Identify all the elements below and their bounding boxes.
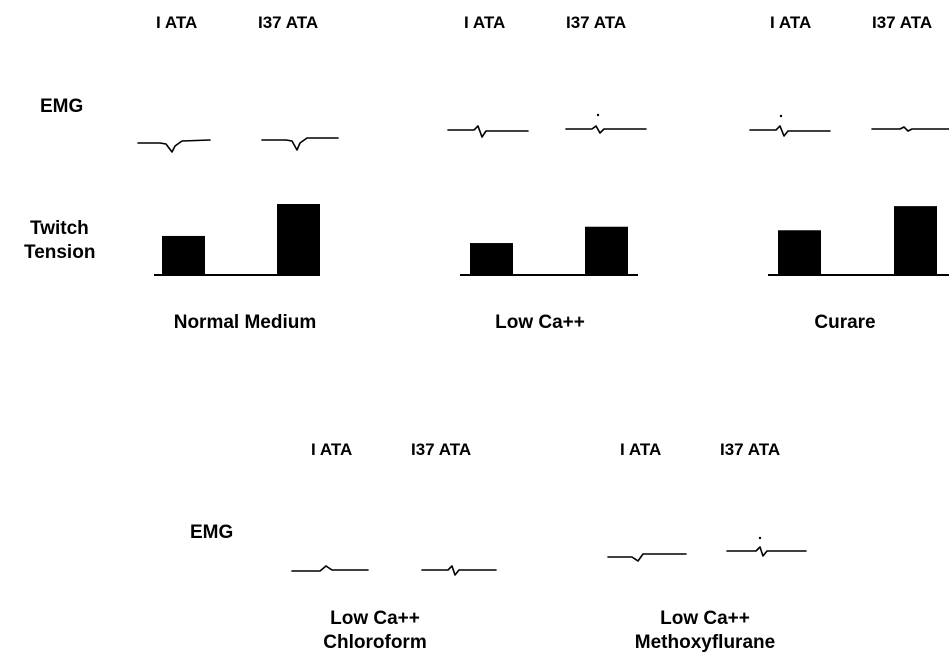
emg-trace-curare-1ata — [749, 125, 831, 137]
methoxy-header-137ata: I37 ATA — [720, 440, 781, 459]
chloroform-header-137ata: I37 ATA — [411, 440, 472, 459]
emg-mark-lowca — [596, 113, 600, 117]
emg-trace-chloroform-137ata — [421, 565, 497, 576]
curare-header-1ata: I ATA — [770, 13, 812, 32]
normal-header-1ata: I ATA — [156, 13, 198, 32]
lowca-condition-label: Low Ca++ — [495, 312, 585, 333]
twitch-row-label-line1: Twitch — [30, 218, 89, 239]
emg-trace-normal-1ata — [137, 139, 211, 153]
methoxy-condition-line1: Low Ca++ — [660, 608, 750, 629]
twitch-bars — [154, 204, 949, 276]
curare-header-137ata: I37 ATA — [872, 13, 933, 32]
emg-mark-curare — [779, 114, 783, 118]
emg-trace-methoxy-137ata — [726, 546, 807, 557]
twitch-bar-lowca-137ata — [585, 226, 628, 275]
twitch-bar-normal-137ata — [277, 204, 320, 275]
twitch-bar-curare-1ata — [778, 230, 821, 275]
methoxy-header-1ata: I ATA — [620, 440, 662, 459]
twitch-row-label-line2: Tension — [24, 242, 96, 263]
curare-condition-label: Curare — [814, 312, 876, 333]
lowca-header-137ata: I37 ATA — [566, 13, 627, 32]
normal-condition-label: Normal Medium — [173, 312, 317, 333]
emg-mark-methoxy — [758, 536, 762, 540]
emg-trace-normal-137ata — [261, 137, 339, 151]
chloroform-condition-line2: Chloroform — [323, 632, 427, 653]
lowca-header-1ata: I ATA — [464, 13, 506, 32]
emg-trace-curare-137ata — [871, 126, 949, 132]
twitch-bar-normal-1ata — [162, 235, 205, 275]
chloroform-header-1ata: I ATA — [311, 440, 353, 459]
normal-header-137ata: I37 ATA — [258, 13, 319, 32]
emg-trace-methoxy-1ata — [607, 553, 687, 562]
emg-trace-chloroform-1ata — [291, 565, 369, 572]
emg-row-label-bottom: EMG — [190, 522, 234, 543]
twitch-bar-curare-137ata — [894, 206, 937, 275]
methoxy-condition-line2: Methoxyflurane — [634, 632, 776, 653]
emg-trace-lowca-1ata — [447, 125, 529, 138]
chloroform-condition-line1: Low Ca++ — [330, 608, 420, 629]
emg-trace-lowca-137ata — [565, 125, 647, 134]
twitch-bar-lowca-1ata — [470, 243, 513, 275]
emg-row-label-top: EMG — [40, 96, 84, 117]
